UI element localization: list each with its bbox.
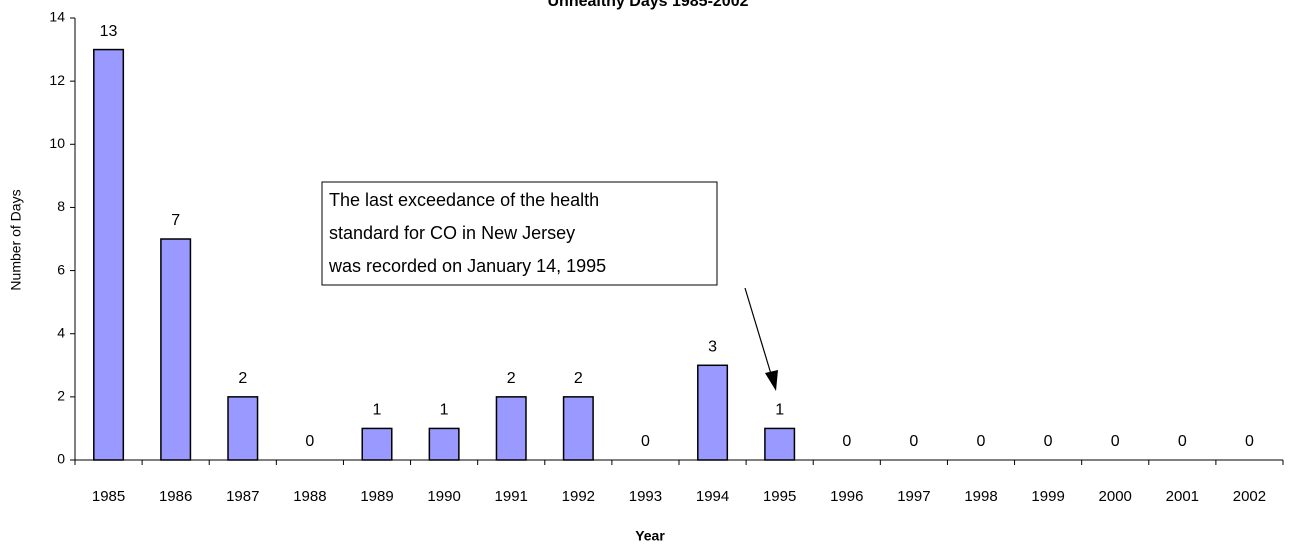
x-tick-label: 1993 [629, 488, 662, 505]
data-label: 1 [440, 402, 449, 419]
bar [160, 238, 192, 461]
x-tick-label: 1990 [427, 488, 460, 505]
data-label: 0 [641, 433, 650, 450]
bar [764, 427, 796, 461]
y-tick-label: 10 [49, 135, 65, 151]
bar [93, 48, 125, 461]
y-tick-label: 8 [57, 198, 65, 214]
y-tick-label: 14 [49, 9, 65, 25]
data-label: 0 [305, 433, 314, 450]
data-label: 2 [507, 370, 516, 387]
x-tick-label: 2002 [1233, 488, 1266, 505]
data-label: 0 [1044, 433, 1053, 450]
y-tick-label: 0 [57, 451, 65, 467]
x-tick-label: 1994 [696, 488, 729, 505]
chart-title: Unhealthy Days 1985-2002 [548, 0, 749, 10]
data-label: 0 [977, 433, 986, 450]
bar [428, 427, 460, 461]
y-tick-label: 4 [57, 324, 65, 340]
data-label: 1 [373, 402, 382, 419]
bar [495, 396, 527, 461]
data-label: 2 [574, 370, 583, 387]
x-tick-label: 1998 [964, 488, 997, 505]
x-tick-label: 1996 [830, 488, 863, 505]
x-tick-label: 1985 [92, 488, 125, 505]
bar [227, 396, 259, 461]
y-tick-label: 12 [49, 72, 65, 88]
annotation-box [321, 181, 718, 286]
x-tick-label: 1986 [159, 488, 192, 505]
x-tick-label: 1997 [897, 488, 930, 505]
x-tick-label: 1991 [495, 488, 528, 505]
x-tick-label: 2000 [1099, 488, 1132, 505]
x-tick-label: 1989 [360, 488, 393, 505]
arrow-head [765, 370, 778, 391]
x-tick-label: 1995 [763, 488, 796, 505]
data-label: 0 [1111, 433, 1120, 450]
y-tick-label: 2 [57, 388, 65, 404]
x-tick-label: 2001 [1166, 488, 1199, 505]
y-axis-label: Number of Days [8, 189, 24, 290]
annotation-arrow [744, 287, 772, 375]
x-axis-label: Year [635, 528, 665, 544]
annotation-line: was recorded on January 14, 1995 [328, 256, 606, 276]
bar [562, 396, 594, 461]
data-label: 7 [171, 212, 180, 229]
data-label: 0 [842, 433, 851, 450]
bar [697, 364, 729, 461]
annotation-line: standard for CO in New Jersey [329, 223, 575, 243]
bar [361, 427, 393, 461]
data-label: 3 [708, 339, 717, 356]
data-label: 0 [909, 433, 918, 450]
x-tick-label: 1999 [1031, 488, 1064, 505]
x-tick-label: 1988 [293, 488, 326, 505]
data-label: 13 [100, 23, 118, 40]
data-label: 0 [1178, 433, 1187, 450]
data-label: 2 [238, 370, 247, 387]
annotation-line: The last exceedance of the health [329, 190, 599, 210]
x-tick-label: 1992 [562, 488, 595, 505]
y-tick-label: 6 [57, 261, 65, 277]
data-label: 1 [775, 402, 784, 419]
x-tick-label: 1987 [226, 488, 259, 505]
data-label: 0 [1245, 433, 1254, 450]
